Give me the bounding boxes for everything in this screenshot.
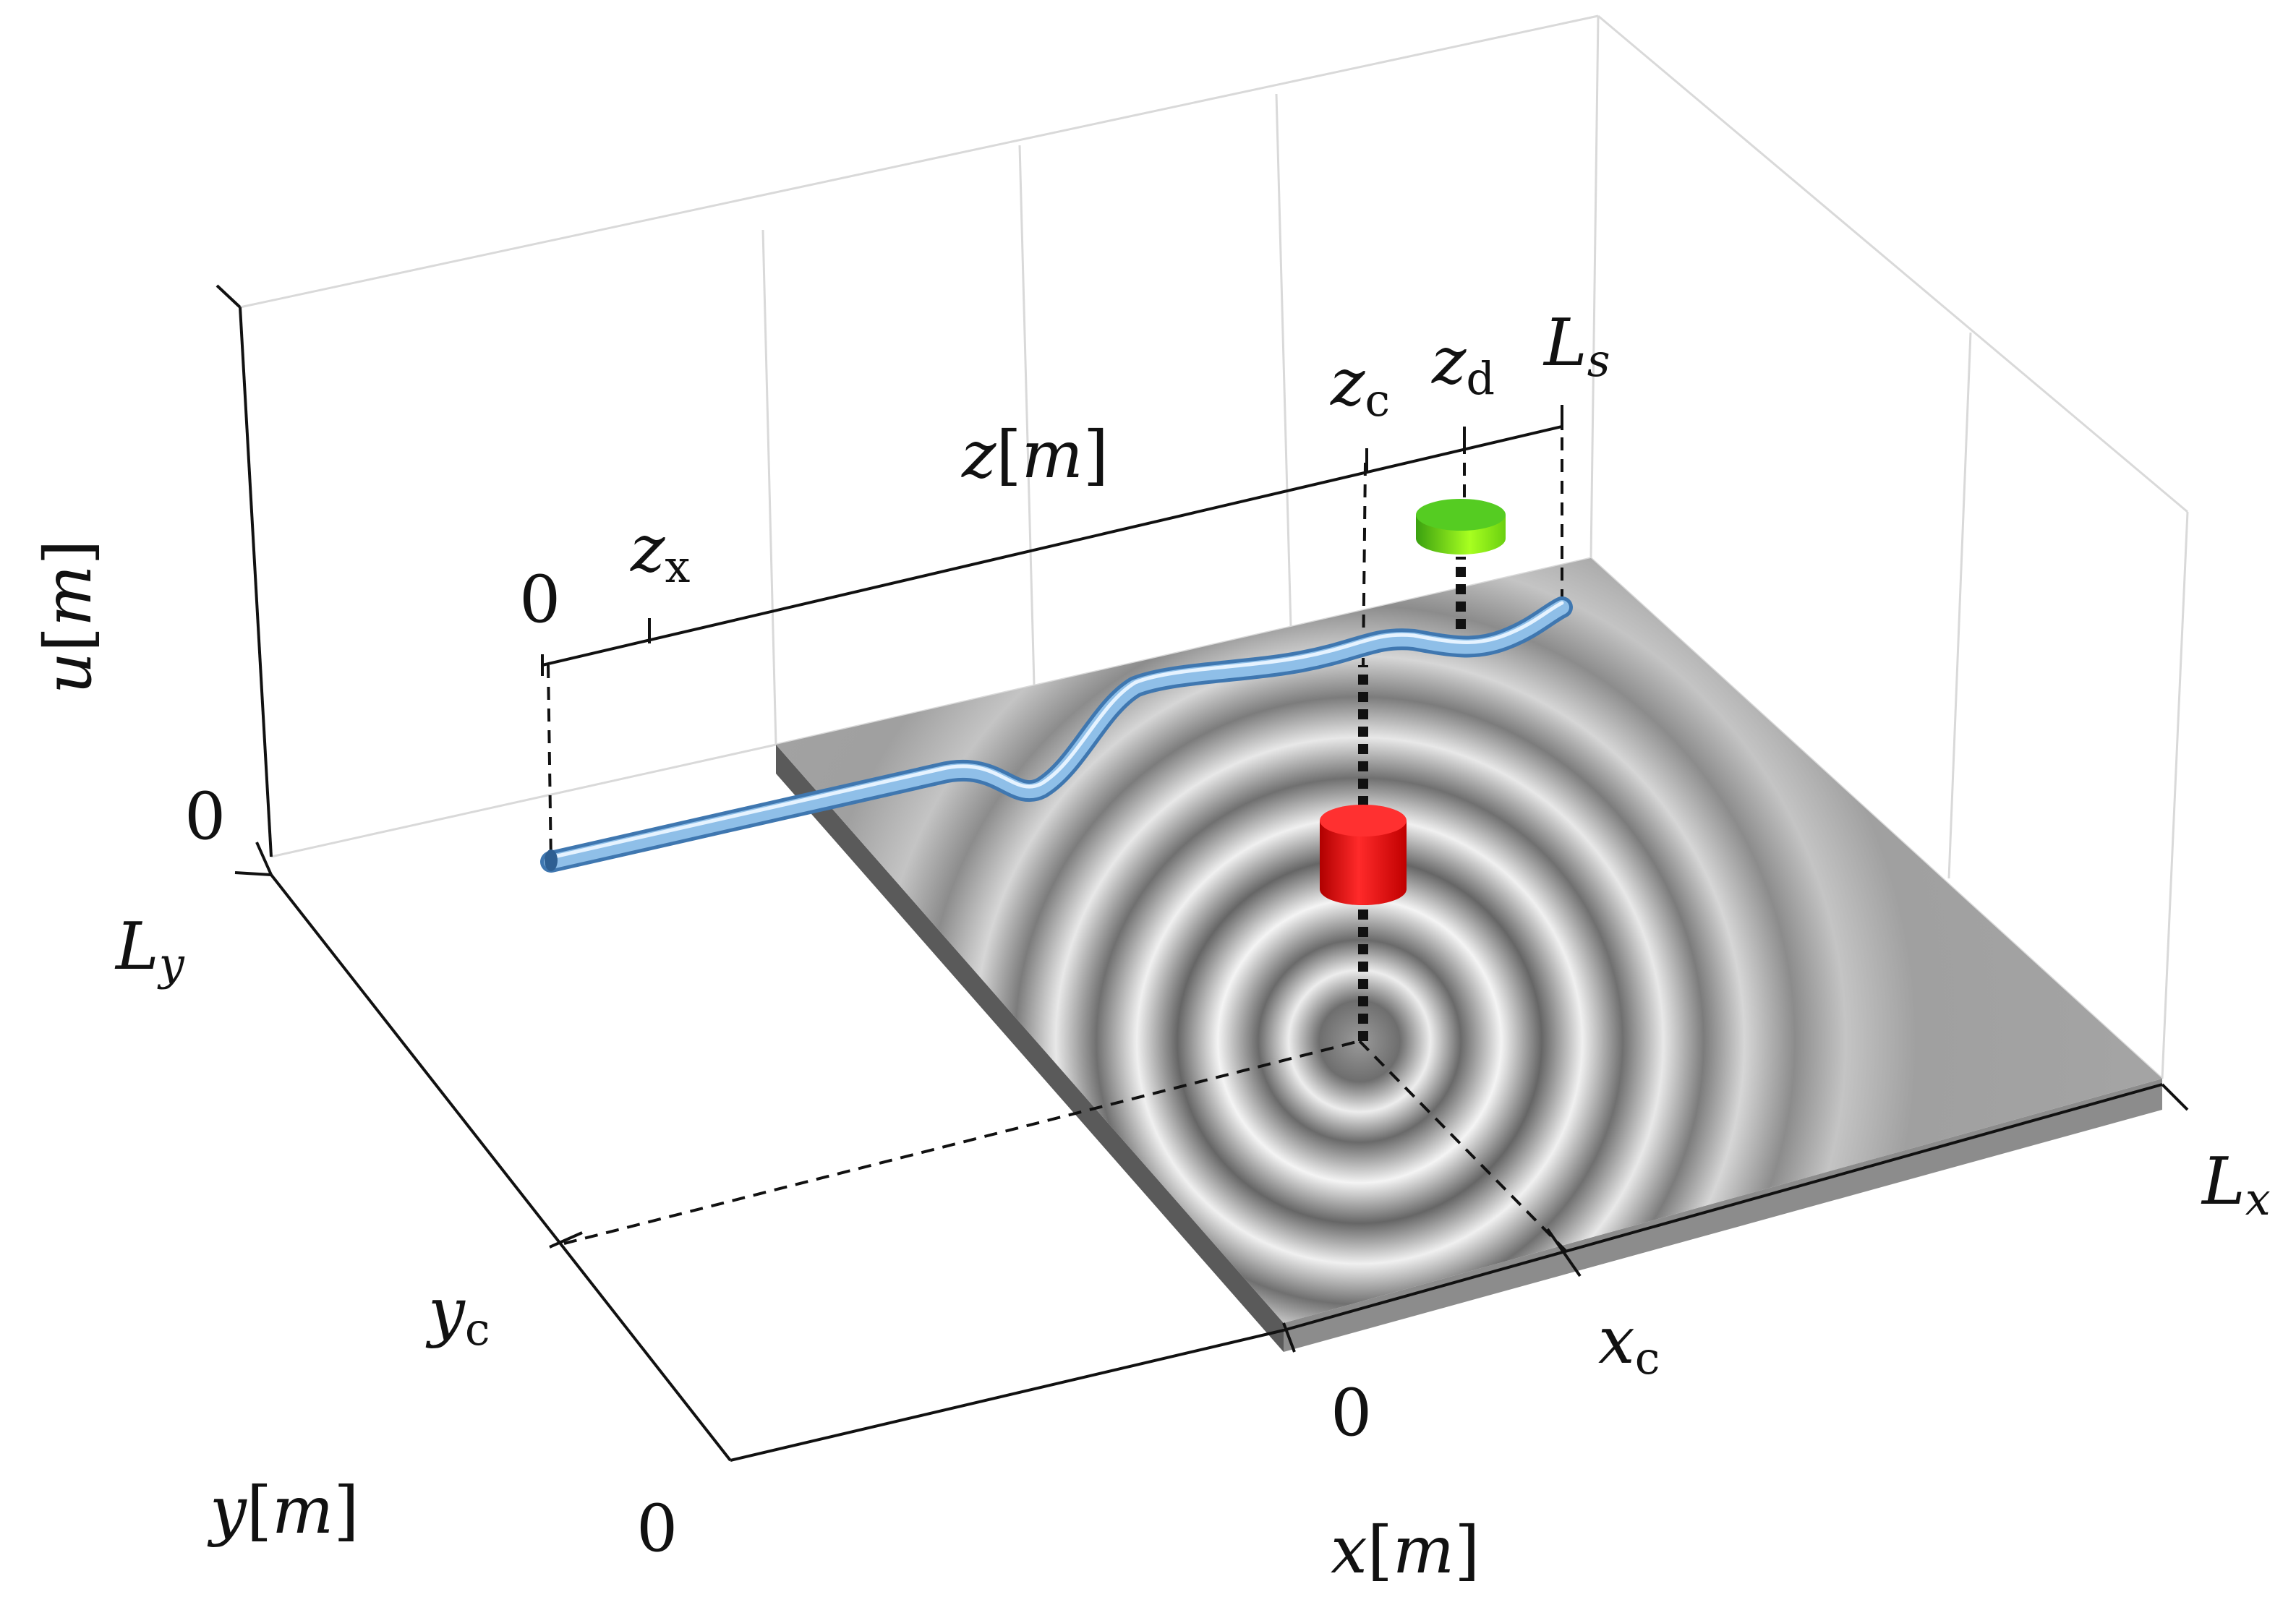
z-x-label: zx (630, 511, 690, 593)
z-axis (541, 405, 1563, 676)
floor-axes (215, 284, 2189, 1462)
actuator-cylinder (1320, 805, 1407, 905)
u-zero-label: 0 (184, 779, 226, 855)
z-c-label: zc (1330, 345, 1390, 427)
x-axis-line (730, 1329, 1284, 1462)
plate-wave-field (776, 558, 2162, 1323)
y-zero-label: 0 (636, 1491, 678, 1567)
x-zero-label: 0 (1331, 1375, 1372, 1451)
x-c-label: xc (1598, 1303, 1660, 1384)
connection-lines (1358, 557, 1466, 1041)
z-end-label: Ls (1542, 305, 1610, 387)
x-c-tick (1546, 1228, 1582, 1277)
z-axis-label: z[m] (961, 417, 1109, 493)
x-axis-label: x[m] (1331, 1512, 1480, 1588)
y-end-label: Ly (114, 909, 185, 990)
z-d-label: zd (1431, 323, 1495, 405)
cable (540, 596, 1573, 873)
z-zero-label: 0 (519, 562, 560, 638)
x-end-label: Lx (2201, 1144, 2271, 1225)
y-axis-label: y[m] (207, 1473, 359, 1549)
plate-side-left (776, 745, 1284, 1352)
sensor-cylinder (1416, 499, 1506, 555)
x-axis-line-2 (1283, 1083, 2163, 1332)
y-axis-line (270, 873, 732, 1462)
y-c-label: yc (425, 1274, 490, 1356)
y-c-tick (549, 1231, 583, 1249)
labels: u[m] 0 0 zx z[m] zc zd Ls Ly yc y[m] 0 0… (30, 305, 2271, 1588)
u-axis-label: u[m] (30, 539, 106, 694)
x-zero-tick (1282, 1322, 1296, 1353)
z-axis-line (542, 425, 1563, 667)
plate (776, 558, 2162, 1352)
u-axis-line (239, 307, 273, 857)
